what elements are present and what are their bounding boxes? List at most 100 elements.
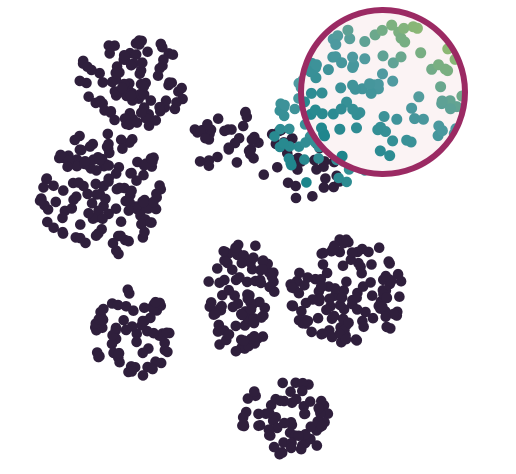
- cluster-top-left-point: [109, 40, 120, 51]
- highlight-region-point: [279, 99, 290, 111]
- cluster-mid-left-point: [242, 293, 254, 305]
- cluster-left-point: [57, 228, 69, 239]
- cluster-left-point: [145, 217, 156, 228]
- cluster-bottom-point: [277, 377, 289, 389]
- bridge-top-point: [240, 107, 251, 119]
- magnified-point: [407, 21, 419, 33]
- cluster-bottom-left-point: [161, 327, 172, 339]
- cluster-mid-left-point: [230, 274, 242, 286]
- cluster-bottom-left-point: [162, 346, 173, 358]
- cluster-left-point: [75, 232, 86, 244]
- cluster-left-point: [48, 180, 59, 192]
- cluster-left-point: [57, 212, 68, 224]
- highlight-region-point: [286, 159, 297, 171]
- cluster-mid-right-point: [296, 305, 307, 317]
- cluster-top-left-point: [82, 61, 93, 73]
- cluster-mid-left-point: [254, 296, 265, 308]
- cluster-mid-left-point: [248, 252, 259, 263]
- cluster-top-left-point: [137, 57, 148, 68]
- bridge-top-point: [231, 157, 243, 168]
- cluster-bottom-point: [253, 420, 264, 432]
- cluster-mid-right-point: [360, 306, 371, 318]
- cluster-left-point: [104, 147, 115, 159]
- cluster-left-point: [94, 154, 106, 166]
- cluster-mid-left-point: [230, 242, 241, 254]
- magnified-point: [372, 78, 384, 90]
- cluster-mid-left-point: [219, 255, 230, 266]
- cluster-bottom-left-point: [112, 299, 124, 311]
- cluster-top-left-point: [94, 67, 105, 79]
- magnified-point: [310, 59, 322, 71]
- cluster-mid-right-point: [315, 281, 327, 292]
- magnified-point: [332, 30, 344, 42]
- bridge-top-point: [202, 119, 213, 130]
- cluster-mid-right-point: [336, 292, 348, 303]
- cluster-left-point: [111, 245, 122, 256]
- cluster-left-point: [42, 216, 53, 228]
- magnified-point: [395, 51, 407, 63]
- cluster-mid-left-point: [210, 308, 221, 320]
- cluster-left-point: [117, 143, 128, 154]
- cluster-left-point: [103, 160, 114, 171]
- cluster-top-right-lower-point: [272, 162, 283, 173]
- cluster-top-left-point: [142, 46, 153, 58]
- cluster-left-point: [62, 161, 73, 173]
- magnifier-lens: [298, 7, 468, 177]
- magnified-point: [405, 136, 417, 148]
- cluster-mid-right-point: [312, 312, 324, 324]
- cluster-top-right-lower-point: [258, 169, 270, 180]
- cluster-mid-right-point: [381, 292, 392, 303]
- cluster-left-point: [103, 176, 114, 187]
- bridge-top-point: [246, 134, 258, 145]
- cluster-mid-left-point: [257, 331, 269, 342]
- cluster-mid-left-point: [245, 304, 257, 315]
- cluster-bottom-point: [242, 393, 254, 404]
- magnified-point: [347, 79, 359, 91]
- magnified-point: [386, 19, 398, 31]
- cluster-top-left-point: [83, 91, 94, 102]
- cluster-top-left-point: [155, 38, 167, 50]
- cluster-mid-left-point: [219, 274, 230, 286]
- magnified-point: [413, 91, 425, 103]
- highlight-region-point: [333, 172, 345, 184]
- cluster-mid-left-point: [227, 301, 239, 313]
- cluster-mid-left-point: [218, 246, 229, 257]
- cluster-mid-left-point: [248, 317, 260, 329]
- cluster-bottom-point: [313, 402, 325, 414]
- cluster-mid-right-point: [383, 256, 395, 267]
- cluster-mid-right-point: [328, 310, 340, 322]
- highlight-region-point: [341, 176, 353, 188]
- magnified-point: [344, 33, 356, 45]
- cluster-mid-left-point: [236, 257, 248, 269]
- cluster-mid-right-point: [287, 300, 299, 312]
- cluster-top-left-point: [125, 60, 137, 71]
- cluster-left-point: [126, 185, 137, 197]
- magnified-point: [378, 111, 390, 122]
- cluster-mid-right-point: [351, 304, 363, 315]
- bridge-top-point: [194, 156, 206, 167]
- cluster-mid-right-point: [381, 321, 393, 333]
- cluster-bottom-left-point: [126, 321, 138, 332]
- cluster-left-point: [126, 167, 137, 179]
- cluster-left-point: [138, 196, 149, 208]
- cluster-mid-right-point: [328, 242, 340, 254]
- cluster-top-left-point: [130, 38, 142, 49]
- magnified-point: [347, 51, 359, 63]
- cluster-top-left-point: [138, 89, 150, 100]
- cluster-top-left-point: [164, 77, 175, 88]
- cluster-left-point: [75, 219, 86, 230]
- cluster-mid-left-point: [212, 263, 223, 274]
- cluster-mid-left-point: [236, 309, 248, 321]
- cluster-top-left-point: [90, 97, 102, 109]
- cluster-bottom-left-point: [98, 303, 109, 315]
- cluster-mid-left-point: [212, 326, 224, 337]
- magnified-point: [347, 62, 359, 73]
- cluster-top-left-point: [158, 54, 169, 65]
- cluster-mid-right-point: [363, 246, 374, 258]
- cluster-left-point: [124, 197, 136, 208]
- cluster-bottom-point: [268, 441, 280, 453]
- cluster-top-left-point: [110, 68, 122, 79]
- highlight-region-point: [313, 153, 324, 164]
- cluster-bottom-point: [316, 420, 328, 432]
- cluster-top-right-lower-point: [290, 192, 302, 204]
